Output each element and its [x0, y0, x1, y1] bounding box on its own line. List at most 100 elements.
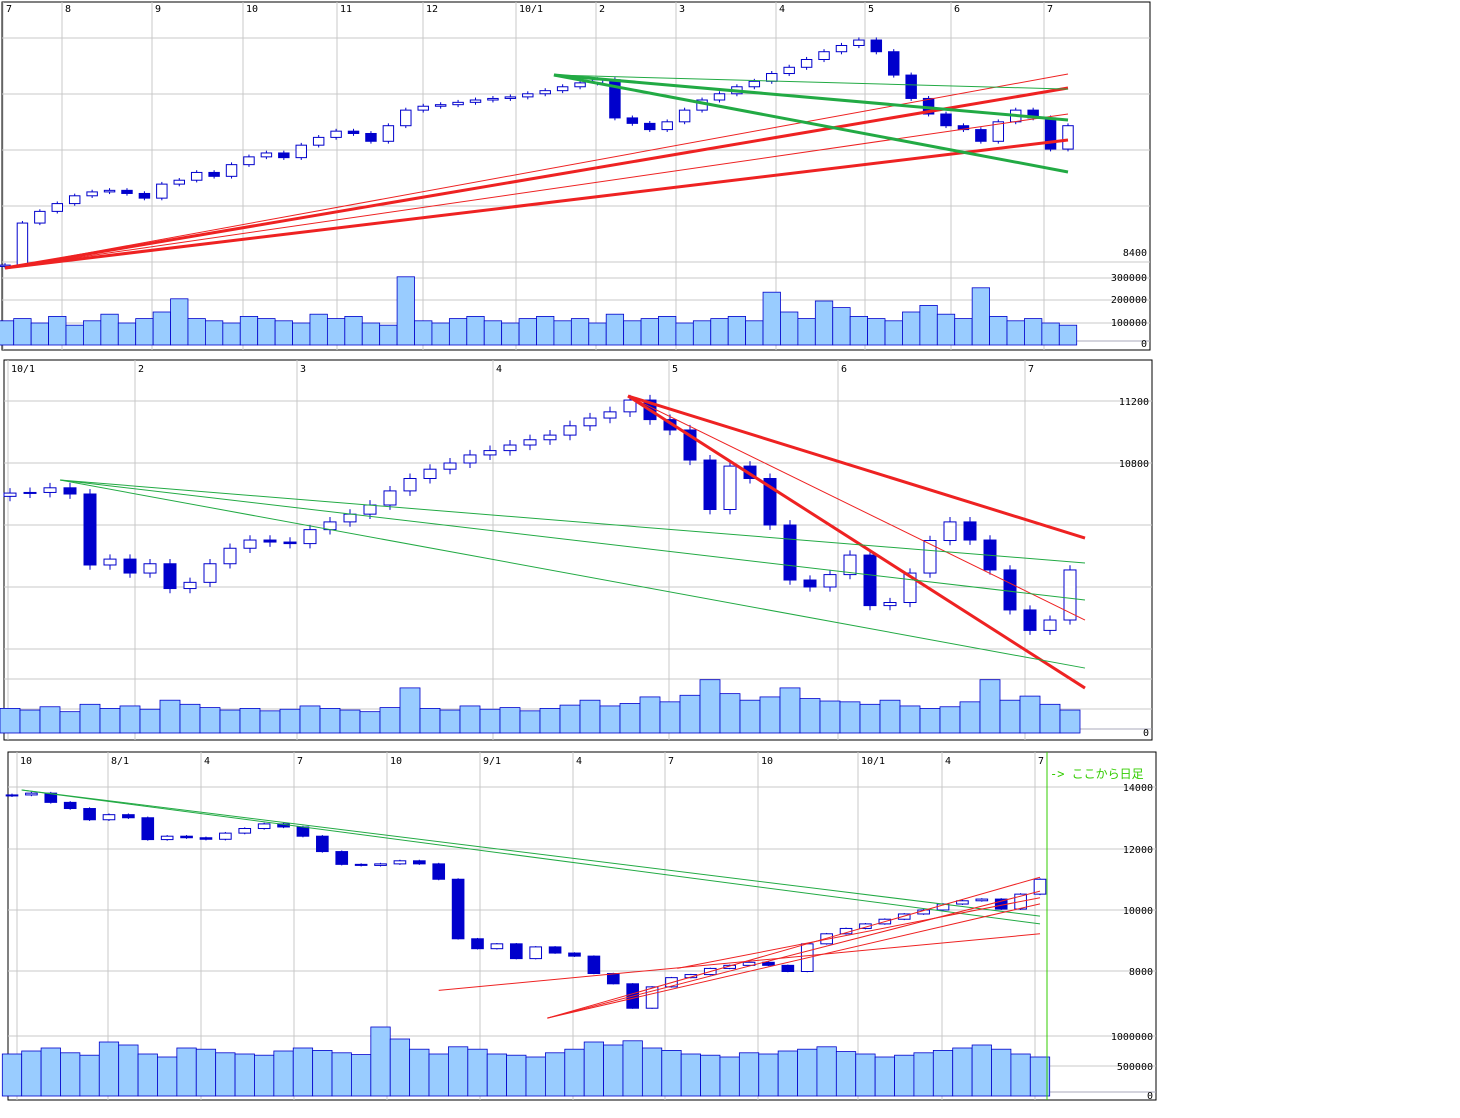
candle-down — [783, 524, 797, 581]
volume-bar — [499, 707, 521, 734]
volume-bar — [118, 1044, 139, 1097]
candle-up — [423, 468, 437, 480]
volume-bar — [588, 322, 607, 346]
volume-bar — [467, 1048, 488, 1097]
candle-up — [382, 125, 395, 142]
date-tick-label: 10 — [761, 756, 773, 767]
candle-down — [762, 961, 775, 966]
candle-up — [238, 828, 252, 834]
date-tick-label: 9/1 — [483, 756, 501, 767]
candle-up — [723, 465, 737, 511]
volume-bar — [19, 709, 41, 734]
candle-up — [543, 434, 557, 441]
candle-down — [663, 419, 677, 431]
date-tick-label: 7 — [668, 756, 674, 767]
volume-bar — [312, 1050, 333, 1097]
volume-bar — [971, 287, 990, 346]
volume-bar — [919, 708, 941, 734]
candle-down — [781, 964, 795, 972]
volume-bar — [999, 699, 1021, 734]
volume-bar — [623, 320, 642, 346]
candle-down — [548, 946, 562, 954]
price-tick-label: 10000 — [1123, 906, 1153, 917]
price-tick-label: 14000 — [1123, 783, 1153, 794]
candle-up — [452, 101, 464, 106]
volume-bar — [419, 708, 441, 734]
candle-up — [742, 961, 756, 966]
volume-bar — [319, 708, 341, 734]
volume-bar — [99, 708, 121, 734]
volume-bar — [622, 1040, 643, 1097]
volume-bar — [954, 318, 973, 346]
candle-down — [863, 554, 877, 607]
volume-bar — [814, 300, 834, 346]
volume-bar — [1041, 322, 1060, 346]
candle-up — [556, 86, 569, 92]
volume-bar — [867, 318, 886, 346]
volume-bar — [379, 324, 398, 346]
volume-bar — [279, 708, 301, 734]
volume-bar — [759, 696, 781, 734]
trend-line-red — [627, 394, 1086, 690]
volume-bar — [273, 1050, 294, 1097]
candle-up — [143, 563, 157, 574]
volume-bar — [564, 1048, 585, 1097]
trend-line-green — [59, 479, 1086, 669]
volume-bar — [79, 703, 101, 734]
candle-up — [303, 529, 317, 545]
volume-bar — [448, 1046, 469, 1097]
candle-up — [5, 794, 19, 797]
volume-bar — [518, 318, 537, 346]
volume-bar — [902, 311, 921, 346]
candle-up — [800, 59, 813, 68]
candle-up — [661, 121, 673, 131]
trend-line-red — [627, 394, 1086, 540]
volume-bar — [553, 320, 572, 346]
volume-bar — [135, 318, 154, 346]
volume-bar — [780, 311, 799, 346]
trend-line-red — [547, 890, 1041, 1019]
volume-bar — [59, 711, 81, 734]
candle-up — [678, 109, 691, 123]
volume-bar — [1058, 324, 1078, 346]
candle-up — [312, 136, 325, 146]
panel-frame — [7, 751, 1157, 1101]
candle-down — [138, 192, 151, 199]
volume-bar — [389, 1038, 411, 1097]
candle-up — [748, 80, 761, 88]
candle-up — [503, 444, 517, 452]
volume-bar — [738, 1052, 760, 1097]
candle-up — [51, 203, 64, 212]
candle-down — [644, 122, 656, 131]
candle-up — [713, 93, 726, 101]
candle-up — [684, 974, 698, 979]
candle-up — [225, 164, 238, 177]
candle-up — [603, 411, 617, 419]
volume-tick-label: 0 — [1147, 1091, 1153, 1102]
date-tick-label: 11 — [340, 4, 352, 15]
date-tick-label: 6 — [841, 364, 847, 375]
candle-up — [190, 171, 203, 181]
trend-line-red — [4, 138, 1069, 270]
candle-up — [102, 814, 116, 821]
candle-up — [257, 823, 271, 830]
candle-up — [86, 191, 98, 197]
volume-bar — [839, 701, 861, 734]
volume-bar — [989, 315, 1008, 346]
volume-bar — [919, 304, 938, 346]
volume-bar — [525, 1056, 546, 1097]
candle-down — [1023, 609, 1037, 631]
volume-bar — [239, 708, 261, 734]
candle-up — [434, 104, 447, 107]
candle-down — [63, 801, 77, 810]
volume-bar — [79, 1054, 100, 1097]
volume-tick-label: 500000 — [1117, 1062, 1153, 1073]
candle-up — [1062, 125, 1074, 150]
volume-bar — [219, 709, 241, 734]
candle-up — [203, 563, 217, 583]
candle-up — [645, 986, 659, 1009]
candle-up — [463, 454, 477, 464]
volume-bar — [199, 707, 221, 734]
candle-up — [260, 152, 273, 158]
volume-bar — [619, 703, 641, 734]
